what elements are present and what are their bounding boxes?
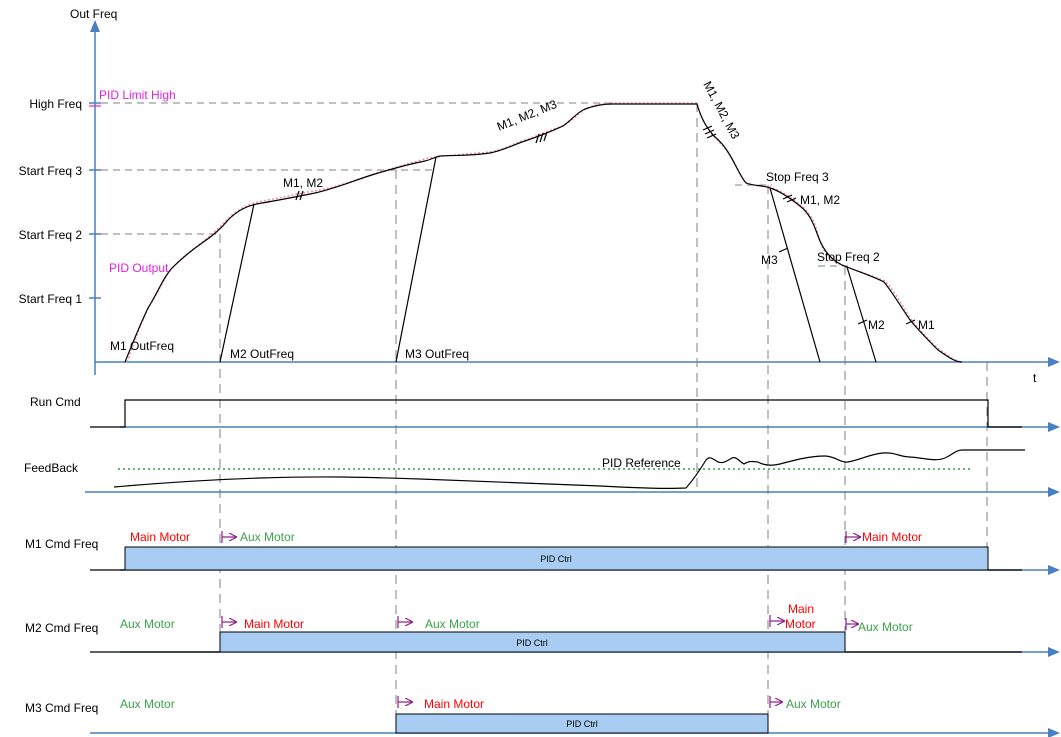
m3-outfreq-label: M3 OutFreq bbox=[405, 347, 469, 361]
m2-aux-motor-label: Aux Motor bbox=[120, 617, 175, 631]
decel-label-m3: M3 bbox=[761, 253, 778, 267]
run-cmd-label: Run Cmd bbox=[30, 395, 81, 409]
feedback-label: FeedBack bbox=[24, 461, 79, 475]
m3-cmd-label: M3 Cmd Freq bbox=[25, 701, 98, 715]
m2-pid-ctrl-label: PID Ctrl bbox=[516, 638, 548, 648]
stop-freq-3-label: Stop Freq 3 bbox=[766, 170, 829, 184]
x-axis-title: t bbox=[1033, 371, 1037, 385]
m2-main-motor-label: Main Motor bbox=[244, 617, 304, 631]
m1-pid-ctrl-label: PID Ctrl bbox=[540, 554, 572, 564]
pid-limit-high-label: PID Limit High bbox=[99, 88, 176, 102]
output-frequency-curve bbox=[124, 103, 963, 363]
run-cmd-row: Run Cmd bbox=[30, 395, 1060, 432]
m3-pid-ctrl-label: PID Ctrl bbox=[566, 719, 598, 729]
m3-aux-motor-label-2: Aux Motor bbox=[786, 697, 841, 711]
output-frequency-panel: Out Freq t High Freq Start Freq 3 Start … bbox=[19, 7, 1060, 733]
m2-main-stack-line-2: Motor bbox=[785, 617, 816, 631]
m1-main-motor-label-2: Main Motor bbox=[862, 530, 922, 544]
m2-outfreq-label: M2 OutFreq bbox=[230, 347, 294, 361]
m1-cmd-row: M1 Cmd Freq PID Ctrl Main Motor Aux Moto… bbox=[25, 530, 1060, 575]
pid-output-label: PID Output bbox=[109, 261, 169, 275]
y-tick-label-start-freq-1: Start Freq 1 bbox=[19, 292, 83, 306]
y-tick-label-start-freq-3: Start Freq 3 bbox=[19, 164, 83, 178]
decel-label-m2: M2 bbox=[868, 318, 885, 332]
motor-ramps bbox=[219, 156, 877, 363]
m3-main-motor-label: Main Motor bbox=[424, 697, 484, 711]
m1-outfreq-label: M1 OutFreq bbox=[110, 339, 174, 353]
m1-main-motor-label: Main Motor bbox=[130, 530, 190, 544]
feedback-row: FeedBack PID Reference bbox=[24, 449, 1060, 497]
feedback-signal bbox=[113, 449, 1025, 489]
m1-cmd-label: M1 Cmd Freq bbox=[25, 537, 98, 551]
m3-cmd-row: M3 Cmd Freq PID Ctrl Aux Motor Main Moto… bbox=[25, 696, 1060, 737]
m2-aux-motor-label-2: Aux Motor bbox=[425, 617, 480, 631]
run-cmd-signal bbox=[90, 399, 1022, 428]
m3-aux-motor-label: Aux Motor bbox=[120, 697, 175, 711]
m2-main-stack-line-1: Main bbox=[788, 602, 814, 616]
slope-markers bbox=[295, 125, 916, 325]
m3-pid-ctrl-bar bbox=[395, 713, 769, 734]
y-axis-title: Out Freq bbox=[70, 7, 117, 21]
m2-aux-motor-label-3: Aux Motor bbox=[858, 620, 913, 634]
pid-reference-label: PID Reference bbox=[602, 456, 681, 470]
stop-freq-2-label: Stop Freq 2 bbox=[817, 250, 880, 264]
ramp-label-m1-m2-m3: M1, M2, M3 bbox=[495, 97, 559, 134]
m2-cmd-row: M2 Cmd Freq PID Ctrl Aux Motor Main Moto… bbox=[25, 602, 1060, 657]
y-tick-label-start-freq-2: Start Freq 2 bbox=[19, 228, 83, 242]
m1-pid-ctrl-bar bbox=[124, 546, 989, 571]
m2-cmd-label: M2 Cmd Freq bbox=[25, 621, 98, 635]
decel-label-m1-m2: M1, M2 bbox=[800, 193, 840, 207]
y-tick-label-high-freq: High Freq bbox=[29, 97, 82, 111]
ramp-label-m1-m2: M1, M2 bbox=[283, 176, 323, 190]
decel-label-m1: M1 bbox=[918, 318, 935, 332]
ramp-down-label-m1-m2-m3: M1, M2, M3 bbox=[700, 79, 742, 142]
pid-output-curve bbox=[126, 102, 963, 363]
m2-pid-ctrl-bar bbox=[219, 631, 846, 653]
m1-aux-motor-label: Aux Motor bbox=[240, 530, 295, 544]
